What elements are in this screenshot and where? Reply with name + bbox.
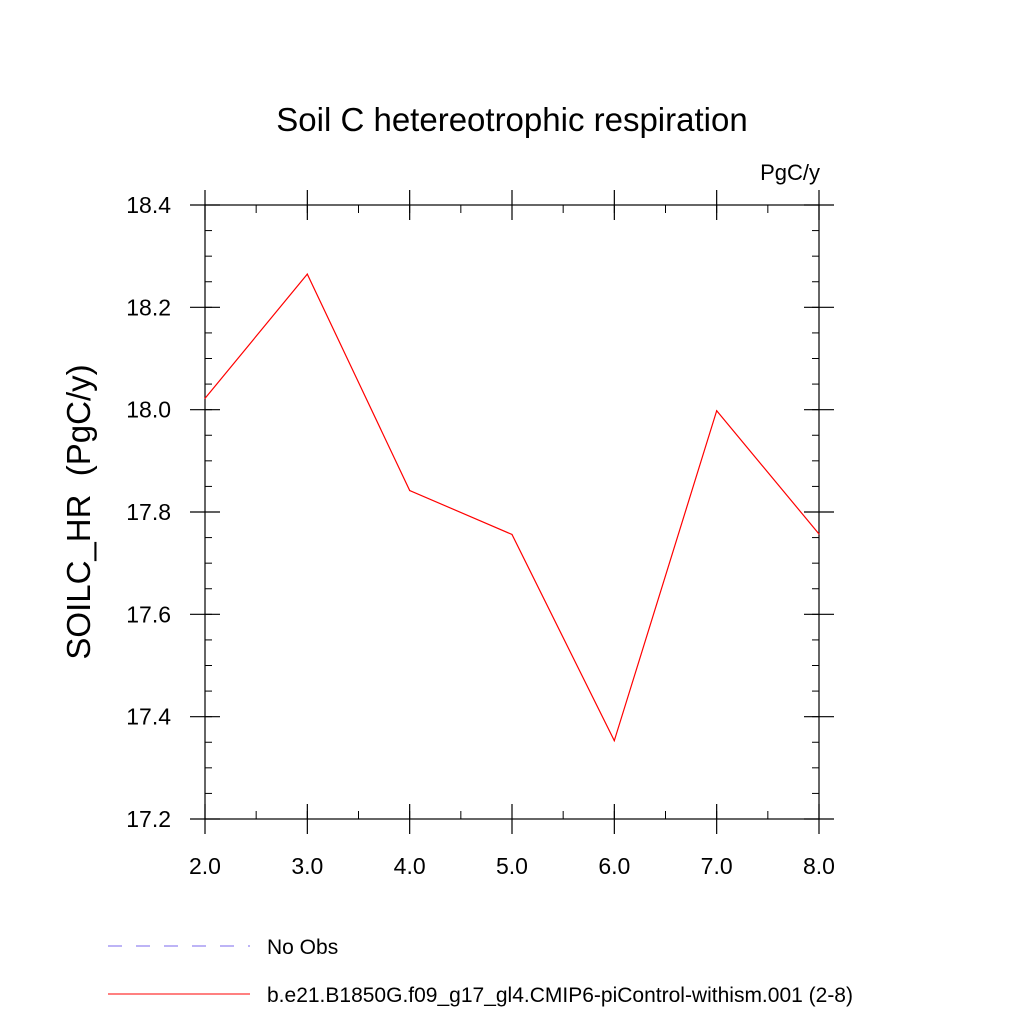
x-tick-label: 3.0 [291,853,323,879]
series-line [204,272,820,743]
x-tick-label: 8.0 [803,853,835,879]
y-tick-label: 17.4 [126,704,171,730]
data-point [716,410,718,412]
legend-label: No Obs [267,936,338,959]
data-point [204,397,206,400]
y-tick-label: 18.4 [126,192,171,218]
y-tick-label: 17.6 [126,601,171,627]
y-tick-label: 18.0 [126,397,171,423]
y-axis-label: SOILC_HR (PgC/y) [60,364,97,659]
plot-frame [204,204,820,820]
data-point [613,740,615,742]
legend-label: b.e21.B1850G.f09_g17_gl4.CMIP6-piControl… [267,984,853,1007]
data-point [306,273,308,275]
data-point [409,489,411,492]
x-tick-label: 7.0 [701,853,733,879]
y-tick-label: 17.2 [126,806,171,832]
legend: No Obs b.e21.B1850G.f09_g17_gl4.CMIP6-piC… [108,936,853,1007]
chart-title: Soil C hetereotrophic respiration [276,101,747,138]
y-tick-label: 17.8 [126,499,171,525]
data-point [818,533,820,535]
units-label: PgC/y [760,160,820,185]
x-tick-label: 6.0 [598,853,630,879]
data-point [511,533,513,536]
plot-area: 2.0 3.0 4.0 5.0 6.0 7.0 8.0 17.2 17.4 17.6 17.8 18.… [126,190,835,879]
y-tick-label: 18.2 [126,294,171,320]
x-tick-label: 5.0 [496,853,528,879]
x-tick-label: 4.0 [394,853,426,879]
x-tick-label: 2.0 [189,853,221,879]
